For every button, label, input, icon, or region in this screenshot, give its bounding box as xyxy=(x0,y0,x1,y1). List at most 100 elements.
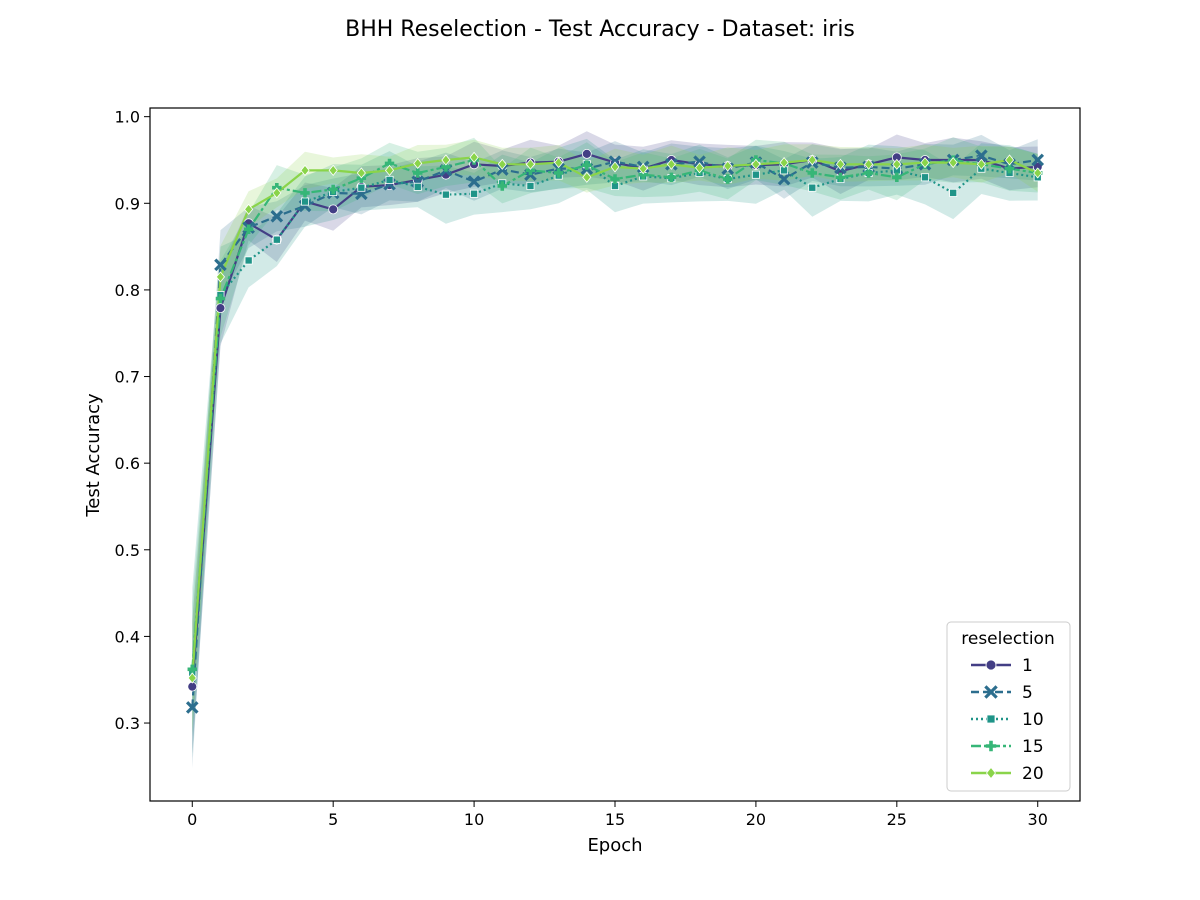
y-tick-label: 0.7 xyxy=(115,368,140,387)
data-point-15 xyxy=(553,168,564,178)
data-point-15 xyxy=(413,168,423,178)
data-point-5 xyxy=(214,258,227,272)
data-point-1 xyxy=(215,303,226,314)
x-tick-label: 10 xyxy=(464,810,484,829)
data-point-10 xyxy=(441,190,450,199)
data-point-20 xyxy=(723,160,733,172)
legend-label-5: 5 xyxy=(1022,683,1033,703)
data-point-20 xyxy=(441,154,451,166)
data-point-20 xyxy=(948,156,958,169)
data-point-15 xyxy=(666,172,677,183)
data-point-10 xyxy=(949,188,958,197)
data-point-5 xyxy=(185,701,199,714)
data-point-15 xyxy=(300,188,310,198)
series-band-10 xyxy=(192,138,1038,758)
data-point-20 xyxy=(610,161,620,173)
data-point-15 xyxy=(723,174,733,184)
data-point-15 xyxy=(497,181,507,191)
data-point-20 xyxy=(779,156,789,169)
data-point-10 xyxy=(470,189,479,198)
y-axis-title: Test Accuracy xyxy=(83,393,104,518)
data-point-15 xyxy=(328,184,338,195)
data-point-5 xyxy=(467,175,481,188)
data-point-20 xyxy=(1004,154,1015,166)
y-tick-label: 0.8 xyxy=(115,281,140,300)
data-point-20 xyxy=(300,164,310,176)
legend-label-20: 20 xyxy=(1022,764,1044,784)
data-point-15 xyxy=(807,168,817,178)
data-point-20 xyxy=(807,154,817,166)
series-band-20 xyxy=(192,139,1038,733)
data-point-20 xyxy=(328,164,338,176)
data-point-5 xyxy=(693,155,706,169)
y-tick-label: 1.0 xyxy=(115,108,140,127)
data-point-15 xyxy=(835,172,846,183)
data-point-20 xyxy=(244,203,254,215)
data-point-20 xyxy=(187,672,197,684)
data-point-20 xyxy=(892,158,902,170)
x-axis: 0 5 10 15 20 25 30 xyxy=(187,801,1048,829)
data-point-20 xyxy=(525,158,536,170)
data-point-10 xyxy=(300,197,309,206)
data-point-15 xyxy=(582,160,592,170)
data-point-20 xyxy=(694,162,705,174)
data-point-10 xyxy=(751,170,760,179)
data-point-1 xyxy=(328,204,339,215)
legend-title: reselection xyxy=(961,629,1054,649)
data-point-20 xyxy=(356,167,366,179)
data-point-5 xyxy=(1031,153,1045,167)
data-point-20 xyxy=(666,158,676,170)
y-tick-label: 0.9 xyxy=(115,194,140,213)
legend-marker-5 xyxy=(984,685,998,699)
data-point-20 xyxy=(272,187,282,199)
y-tick-label: 0.6 xyxy=(115,454,140,473)
data-point-20 xyxy=(920,156,930,169)
y-tick-label: 0.4 xyxy=(115,627,140,646)
legend-marker-1 xyxy=(985,659,997,671)
data-point-15 xyxy=(610,174,620,184)
data-point-20 xyxy=(497,158,507,170)
data-point-20 xyxy=(413,157,423,170)
data-point-20 xyxy=(582,171,592,183)
data-point-5 xyxy=(975,149,988,162)
data-point-15 xyxy=(215,293,226,304)
data-point-20 xyxy=(835,158,846,170)
data-point-10 xyxy=(526,181,535,190)
legend-label-15: 15 xyxy=(1022,737,1044,757)
data-point-1 xyxy=(581,149,592,159)
data-point-20 xyxy=(751,158,761,170)
chart-title: BHH Reselection - Test Accuracy - Datase… xyxy=(345,17,855,42)
legend-label-10: 10 xyxy=(1022,710,1044,730)
y-tick-label: 0.5 xyxy=(115,541,140,560)
data-point-5 xyxy=(777,172,791,186)
data-point-10 xyxy=(244,256,253,265)
x-tick-label: 0 xyxy=(187,810,197,829)
x-tick-label: 25 xyxy=(887,810,907,829)
data-point-10 xyxy=(385,175,394,184)
data-point-20 xyxy=(1033,167,1043,179)
data-point-10 xyxy=(808,183,817,192)
y-tick-label: 0.3 xyxy=(115,714,140,733)
legend-marker-20 xyxy=(985,766,997,780)
series-markers xyxy=(185,149,1045,714)
y-axis: 0.3 0.4 0.5 0.6 0.7 0.8 0.9 1.0 xyxy=(115,108,150,733)
data-point-10 xyxy=(921,173,930,182)
data-point-15 xyxy=(243,224,254,234)
x-tick-label: 5 xyxy=(328,810,338,829)
data-point-5 xyxy=(270,209,284,223)
x-tick-label: 30 xyxy=(1028,810,1048,829)
legend-label-1: 1 xyxy=(1022,656,1033,676)
x-tick-label: 15 xyxy=(605,810,625,829)
data-point-10 xyxy=(413,182,422,191)
legend-marker-15 xyxy=(985,740,997,752)
data-point-20 xyxy=(638,163,648,175)
x-tick-label: 20 xyxy=(746,810,766,829)
data-point-10 xyxy=(357,183,366,192)
legend-marker-10 xyxy=(986,714,996,724)
x-axis-title: Epoch xyxy=(587,835,642,856)
data-point-20 xyxy=(864,158,874,170)
data-point-20 xyxy=(469,151,479,163)
